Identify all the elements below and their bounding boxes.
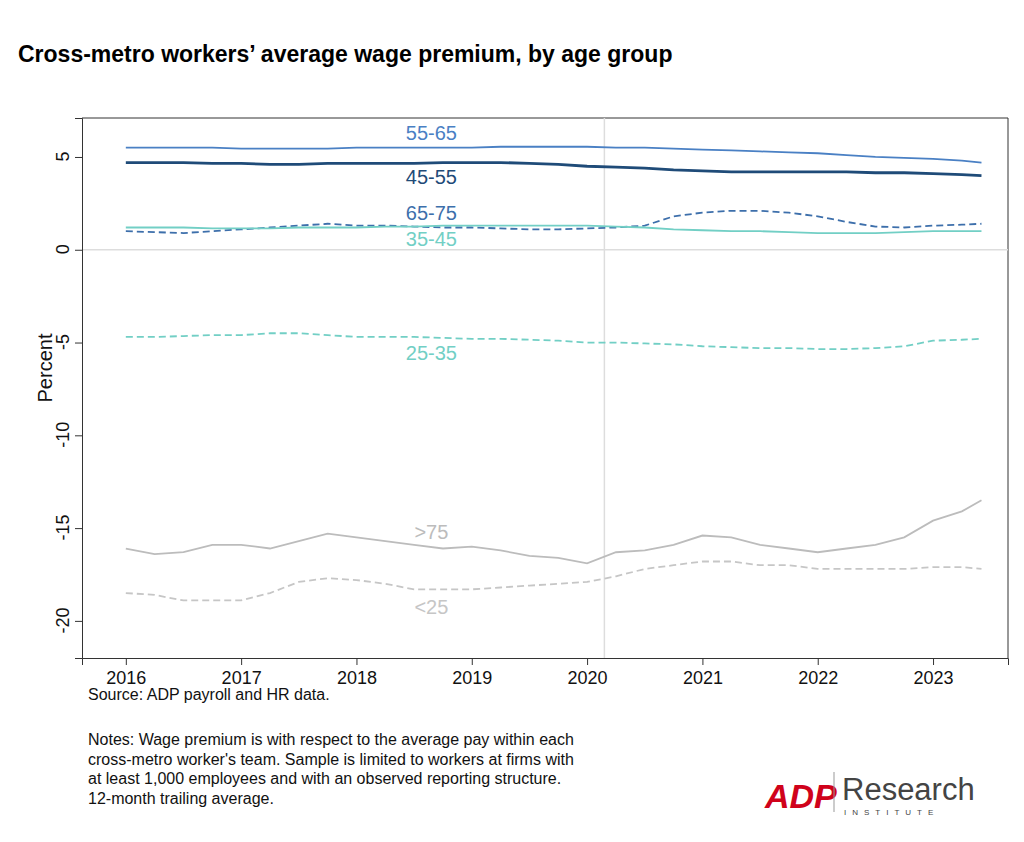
tick-mark xyxy=(356,658,357,665)
series-label: <25 xyxy=(414,596,448,618)
series-line xyxy=(126,562,982,601)
logo: ADPResearchINSTITUTE xyxy=(764,772,975,817)
tick: 2019 xyxy=(452,658,492,688)
source: Source: ADP payroll and HR data. xyxy=(88,686,330,703)
logo-divider xyxy=(834,772,835,812)
tick-label: 2022 xyxy=(798,668,838,688)
tick: -10 xyxy=(53,422,82,448)
tick-label: 2016 xyxy=(106,668,146,688)
reference-line-y xyxy=(82,249,1008,251)
y-axis-title: Percent xyxy=(34,333,56,402)
tick-label: 2018 xyxy=(337,668,377,688)
series-line xyxy=(126,500,982,563)
frame-top xyxy=(82,118,1008,119)
tick-label: 5 xyxy=(53,151,73,161)
tick-mark xyxy=(702,658,703,665)
tick-mark xyxy=(75,621,82,622)
tick-label: -5 xyxy=(53,334,73,350)
series-label: 35-45 xyxy=(406,228,457,250)
tick-mark xyxy=(75,250,82,251)
x-axis: 2016 2017 2018 2019 2020 2021 2022 2023 xyxy=(83,658,1009,688)
series-label: 45-55 xyxy=(406,166,457,188)
series-line xyxy=(126,333,982,349)
tick: -5 xyxy=(53,334,82,350)
tick-mark xyxy=(75,528,82,529)
tick: -20 xyxy=(53,607,82,633)
note: at least 1,000 employees and with an obs… xyxy=(88,770,561,787)
tick: 0 xyxy=(53,244,82,254)
tick-label: 2019 xyxy=(452,668,492,688)
tick-mark xyxy=(818,658,819,665)
tick-mark xyxy=(472,658,473,665)
series-labels: 55-65 45-55 65-75 35-45 25-35 >75 <25 xyxy=(406,122,457,618)
series-line xyxy=(126,147,982,163)
tick: 2022 xyxy=(798,658,838,688)
logo-name: Research xyxy=(842,772,975,807)
chart: Cross-metro workers’ average wage premiu… xyxy=(0,0,1024,842)
tick-mark xyxy=(75,435,82,436)
tick-mark xyxy=(241,658,242,665)
series-lines xyxy=(126,147,982,601)
series-line xyxy=(126,163,982,176)
tick-mark xyxy=(587,658,588,665)
tick: 2017 xyxy=(222,658,262,688)
tick: 5 xyxy=(53,151,82,161)
note: cross-metro worker's team. Sample is lim… xyxy=(88,751,574,768)
tick: 2021 xyxy=(683,658,723,688)
series-label: 55-65 xyxy=(406,122,457,144)
tick-mark xyxy=(933,658,934,665)
reference-lines xyxy=(82,118,1008,658)
reference-line-x xyxy=(604,118,606,658)
series-label: 65-75 xyxy=(406,202,457,224)
tick-label: 2023 xyxy=(914,668,954,688)
logo-mark: ADP xyxy=(764,777,837,815)
note: Notes: Wage premium is with respect to t… xyxy=(88,731,574,748)
y-axis: -20 -15 -10 -5 0 5 xyxy=(53,119,83,659)
tick: 2018 xyxy=(337,658,377,688)
series-label: >75 xyxy=(414,521,448,543)
title: Cross-metro workers’ average wage premiu… xyxy=(18,41,672,67)
tick-mark xyxy=(75,343,82,344)
axis-line xyxy=(75,119,83,659)
axis-line xyxy=(83,659,1009,666)
logo-sub: INSTITUTE xyxy=(844,808,939,817)
note: 12-month trailing average. xyxy=(88,790,274,807)
tick-label: -20 xyxy=(53,607,73,633)
tick: 2023 xyxy=(914,658,954,688)
tick: -15 xyxy=(53,515,82,541)
series-line xyxy=(126,211,982,233)
frame-right xyxy=(1008,118,1009,658)
tick-label: 2020 xyxy=(568,668,608,688)
tick-label: 2021 xyxy=(683,668,723,688)
tick-label: 0 xyxy=(53,244,73,254)
series-label: 25-35 xyxy=(406,342,457,364)
tick-label: -15 xyxy=(53,515,73,541)
tick: 2020 xyxy=(568,658,608,688)
tick-mark xyxy=(75,157,82,158)
tick: 2016 xyxy=(106,658,146,688)
tick-label: 2017 xyxy=(222,668,262,688)
series-line xyxy=(126,226,982,233)
tick-label: -10 xyxy=(53,422,73,448)
tick-mark xyxy=(126,658,127,665)
